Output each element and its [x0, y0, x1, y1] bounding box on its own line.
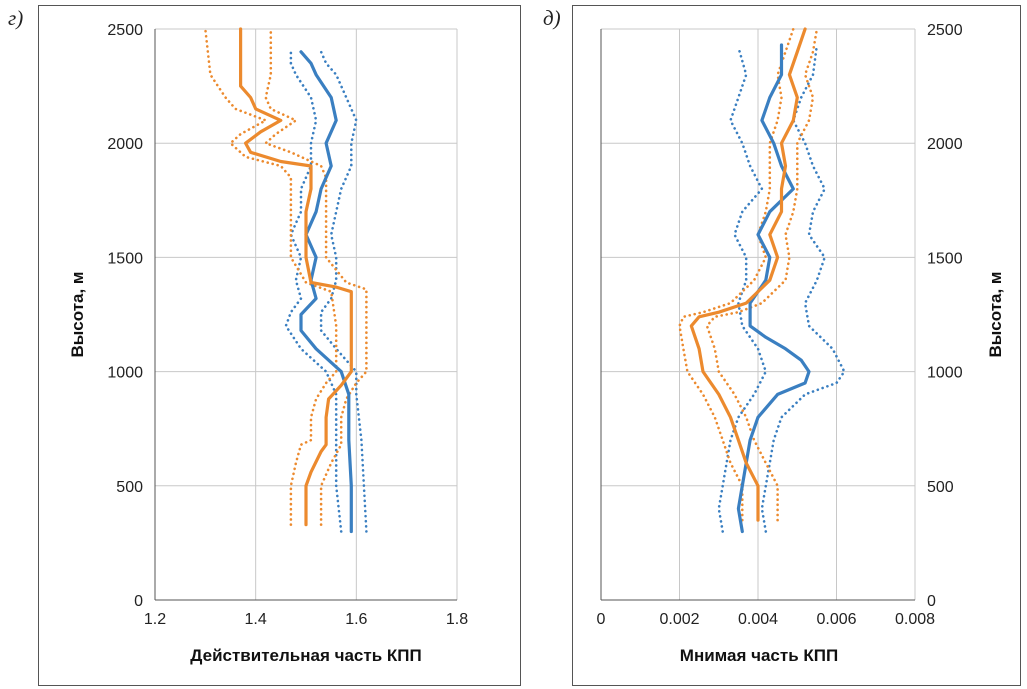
right-series-blue-dotted	[717, 45, 768, 533]
left-series-orange-dotted	[264, 27, 368, 526]
right-x-tick-label: 0.002	[659, 611, 699, 628]
chart-frame-left	[38, 5, 521, 686]
left-y-tick-label: 1500	[107, 250, 143, 267]
left-x-tick-label: 1.2	[144, 611, 166, 628]
left-x-tick-label: 1.6	[345, 611, 367, 628]
left-series-orange-dotted	[204, 27, 338, 526]
left-x-axis-title: Действительная часть КПП	[190, 646, 421, 665]
left-x-tick-label: 1.4	[245, 611, 267, 628]
chart-left: 1.2 1.4 1.6 1.8 0 500 1000 1500 2000 2500 Действит…	[68, 22, 468, 665]
chart-right: 0 0.002 0.004 0.006 0.0080500100015002000250…	[597, 22, 1005, 665]
right-x-tick-label: 0.006	[816, 611, 856, 628]
right-y-tick-label: 1500	[927, 250, 963, 267]
right-y-axis-title: Высота, м	[986, 271, 1005, 357]
right-series-orange-dotted	[678, 27, 795, 522]
right-series-blue-solid	[736, 43, 811, 534]
left-y-tick-label: 1000	[107, 365, 143, 382]
right-x-axis-title: Мнимая часть КПП	[680, 646, 838, 665]
right-y-tick-label: 500	[927, 479, 954, 496]
left-series-blue-dotted	[319, 50, 368, 533]
left-y-tick-label: 0	[134, 593, 143, 610]
right-y-tick-label: 2500	[927, 22, 963, 39]
panel-letter-right: д)	[543, 6, 561, 30]
left-y-tick-label: 500	[116, 479, 143, 496]
left-y-tick-label: 2000	[107, 136, 143, 153]
left-series-orange-solid	[239, 27, 353, 527]
left-y-axis-title: Высота, м	[68, 271, 87, 357]
right-x-tick-label: 0.004	[738, 611, 778, 628]
panel-letter-left: г)	[8, 6, 24, 30]
right-x-tick-label: 0	[597, 611, 606, 628]
left-y-tick-label: 2500	[107, 22, 143, 39]
left-x-tick-label: 1.8	[446, 611, 468, 628]
right-series-orange-solid	[689, 27, 807, 522]
right-y-tick-label: 2000	[927, 136, 963, 153]
right-y-tick-label: 1000	[927, 365, 963, 382]
right-y-tick-label: 0	[927, 593, 936, 610]
chart-frame-right	[572, 5, 1021, 686]
right-series-orange-dotted	[705, 27, 819, 522]
right-x-tick-label: 0.008	[895, 611, 935, 628]
right-series-blue-dotted	[760, 43, 846, 533]
left-series-blue-solid	[299, 50, 353, 534]
